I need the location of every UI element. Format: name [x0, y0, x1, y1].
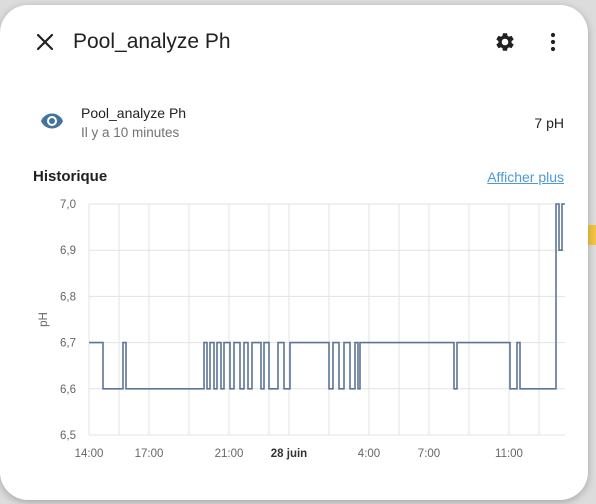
entity-state: 7 pH — [534, 115, 564, 131]
series-line — [89, 203, 565, 390]
y-tick-label: 7,0 — [60, 199, 76, 211]
y-tick-label: 6,9 — [60, 245, 76, 257]
entity-row[interactable]: Pool_analyze Ph Il y a 10 minutes 7 pH — [0, 97, 588, 147]
y-tick-label: 6,6 — [60, 384, 76, 396]
eye-icon — [41, 113, 63, 129]
x-tick-label: 4:00 — [358, 448, 380, 460]
backdrop-badge — [586, 225, 596, 245]
more-info-dialog: Pool_analyze Ph Pool_analyze Ph Il y a 1… — [0, 5, 588, 500]
entity-name: Pool_analyze Ph — [81, 105, 187, 121]
x-tick-label: 17:00 — [135, 448, 164, 460]
close-button[interactable] — [30, 27, 60, 57]
more-options-button[interactable] — [538, 27, 568, 57]
x-tick-label: 7:00 — [418, 448, 440, 460]
dialog-title: Pool_analyze Ph — [73, 30, 231, 53]
x-tick-label: 28 juin — [271, 448, 307, 460]
more-vert-icon — [550, 32, 556, 52]
x-tick-label: 11:00 — [495, 448, 523, 460]
y-tick-label: 6,8 — [60, 291, 76, 303]
settings-button[interactable] — [490, 27, 520, 57]
x-tick-label: 14:00 — [75, 448, 104, 460]
close-icon — [36, 33, 54, 51]
gear-icon — [496, 33, 514, 51]
entity-last-changed: Il y a 10 minutes — [81, 125, 180, 140]
x-tick-label: 21:00 — [215, 448, 244, 460]
y-tick-label: 6,5 — [60, 430, 76, 442]
history-chart[interactable]: 7,0 6,9 6,8 6,7 6,6 6,5 14:00 17:00 21:00 28 juin… — [30, 193, 570, 473]
history-heading: Historique — [33, 168, 108, 185]
show-more-link[interactable]: Afficher plus — [487, 169, 564, 185]
y-tick-label: 6,7 — [60, 338, 76, 350]
y-axis-label: pH — [38, 312, 50, 327]
